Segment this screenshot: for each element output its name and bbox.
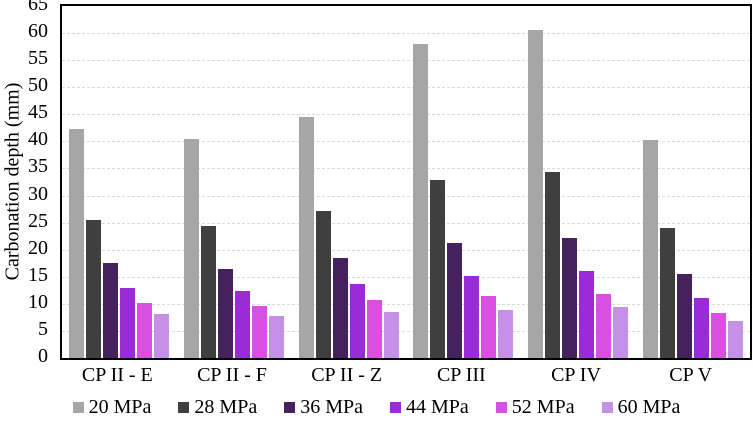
legend-item-44mpa: 44 MPa bbox=[390, 396, 469, 419]
bar-group-cp-iv bbox=[521, 30, 636, 358]
legend-swatch-icon bbox=[495, 402, 507, 413]
x-category-label: CP II - Z bbox=[311, 364, 383, 386]
bar-20mpa-cp-iv bbox=[527, 30, 543, 358]
bar-36mpa-cp-ii-z bbox=[332, 257, 348, 358]
gridline-y-25 bbox=[62, 222, 750, 224]
bar-44mpa-cp-ii-f bbox=[234, 290, 250, 358]
x-category-label: CP V bbox=[669, 364, 713, 386]
y-tick-label: 5 bbox=[38, 317, 48, 340]
gridline-y-60 bbox=[62, 33, 750, 35]
bar-28mpa-cp-ii-e bbox=[86, 219, 102, 358]
legend-swatch-icon bbox=[284, 402, 296, 413]
legend-label: 36 MPa bbox=[300, 396, 363, 418]
legend-label: 28 MPa bbox=[194, 396, 258, 418]
bar-28mpa-cp-iii bbox=[430, 179, 446, 358]
bar-group-cp-ii-e bbox=[62, 129, 177, 358]
y-tick-label: 60 bbox=[28, 20, 48, 43]
bar-group-cp-ii-f bbox=[177, 139, 292, 358]
bar-60mpa-cp-iv bbox=[612, 307, 628, 358]
legend-swatch-icon bbox=[72, 402, 84, 413]
legend-item-28mpa: 28 MPa bbox=[178, 396, 257, 419]
y-tick-label: 40 bbox=[28, 128, 48, 151]
legend-label: 44 MPa bbox=[406, 396, 469, 418]
gridline-y-45 bbox=[62, 114, 750, 116]
gridline-y-55 bbox=[62, 60, 750, 62]
bar-20mpa-cp-iii bbox=[413, 43, 429, 358]
bar-60mpa-cp-ii-f bbox=[268, 315, 284, 358]
gridline-y-35 bbox=[62, 168, 750, 170]
bar-28mpa-cp-iv bbox=[544, 172, 560, 358]
bar-group-cp-v bbox=[635, 140, 750, 358]
bar-36mpa-cp-iii bbox=[447, 242, 463, 358]
bar-52mpa-cp-ii-f bbox=[251, 306, 267, 358]
bar-60mpa-cp-ii-e bbox=[154, 314, 170, 358]
bar-52mpa-cp-iii bbox=[481, 295, 497, 358]
gridline-y-30 bbox=[62, 195, 750, 197]
y-tick-label: 0 bbox=[38, 345, 48, 367]
y-tick-label: 45 bbox=[28, 101, 48, 124]
legend-item-20mpa: 20 MPa bbox=[72, 396, 152, 419]
bar-28mpa-cp-ii-f bbox=[200, 225, 216, 358]
x-category-label: CP IV bbox=[551, 364, 601, 386]
legend-label: 60 MPa bbox=[617, 396, 681, 418]
y-tick-label: 30 bbox=[28, 182, 48, 205]
bar-52mpa-cp-ii-z bbox=[366, 300, 382, 358]
bar-group-cp-iii bbox=[406, 43, 521, 358]
legend-label: 52 MPa bbox=[511, 396, 575, 418]
bar-20mpa-cp-v bbox=[642, 140, 658, 358]
y-tick-label: 65 bbox=[28, 0, 48, 15]
bar-20mpa-cp-ii-z bbox=[298, 117, 314, 358]
y-tick-label: 20 bbox=[28, 236, 48, 259]
bar-60mpa-cp-iii bbox=[498, 309, 514, 358]
bar-36mpa-cp-v bbox=[676, 274, 692, 358]
bar-60mpa-cp-ii-z bbox=[383, 311, 399, 358]
bar-group-cp-ii-z bbox=[291, 117, 406, 358]
gridline-y-5 bbox=[62, 330, 750, 332]
legend-item-60mpa: 60 MPa bbox=[601, 396, 681, 419]
gridline-y-10 bbox=[62, 303, 750, 305]
y-tick-label: 50 bbox=[28, 74, 48, 97]
gridline-y-50 bbox=[62, 87, 750, 89]
legend-swatch-icon bbox=[390, 402, 401, 413]
y-tick-label: 25 bbox=[28, 209, 48, 232]
gridline-y-15 bbox=[62, 276, 750, 278]
bar-36mpa-cp-ii-e bbox=[103, 262, 119, 358]
bar-28mpa-cp-v bbox=[659, 228, 675, 358]
x-category-label: CP II - E bbox=[81, 364, 153, 386]
bar-36mpa-cp-ii-f bbox=[217, 268, 233, 358]
legend-item-36mpa: 36 MPa bbox=[284, 396, 363, 419]
legend-label: 20 MPa bbox=[88, 396, 152, 418]
bar-44mpa-cp-ii-z bbox=[349, 283, 365, 358]
bar-44mpa-cp-iv bbox=[578, 271, 594, 358]
legend: 20 MPa 28 MPa 36 MPa 44 MPa 52 MPa 60 MPa bbox=[0, 396, 753, 419]
bar-44mpa-cp-v bbox=[693, 297, 709, 358]
x-category-label: CP III bbox=[436, 364, 486, 386]
bar-60mpa-cp-v bbox=[727, 321, 743, 358]
gridline-y-20 bbox=[62, 249, 750, 251]
gridline-y-40 bbox=[62, 141, 750, 143]
legend-item-52mpa: 52 MPa bbox=[495, 396, 575, 419]
y-tick-label: 55 bbox=[28, 47, 48, 70]
bar-44mpa-cp-iii bbox=[464, 275, 480, 358]
bar-44mpa-cp-ii-e bbox=[120, 288, 136, 358]
y-tick-label: 10 bbox=[28, 290, 48, 313]
bar-36mpa-cp-iv bbox=[561, 237, 577, 358]
bar-52mpa-cp-ii-e bbox=[137, 303, 153, 358]
plot-area bbox=[60, 4, 752, 360]
legend-swatch-icon bbox=[178, 402, 190, 413]
legend-swatch-icon bbox=[601, 402, 613, 413]
bar-52mpa-cp-v bbox=[710, 312, 726, 358]
bar-20mpa-cp-ii-e bbox=[69, 129, 85, 358]
bar-28mpa-cp-ii-z bbox=[315, 211, 331, 358]
bar-52mpa-cp-iv bbox=[595, 293, 611, 358]
bar-20mpa-cp-ii-f bbox=[183, 139, 199, 358]
y-tick-label: 15 bbox=[28, 263, 48, 286]
x-category-label: CP II - F bbox=[197, 364, 267, 386]
y-tick-label: 35 bbox=[28, 155, 48, 178]
